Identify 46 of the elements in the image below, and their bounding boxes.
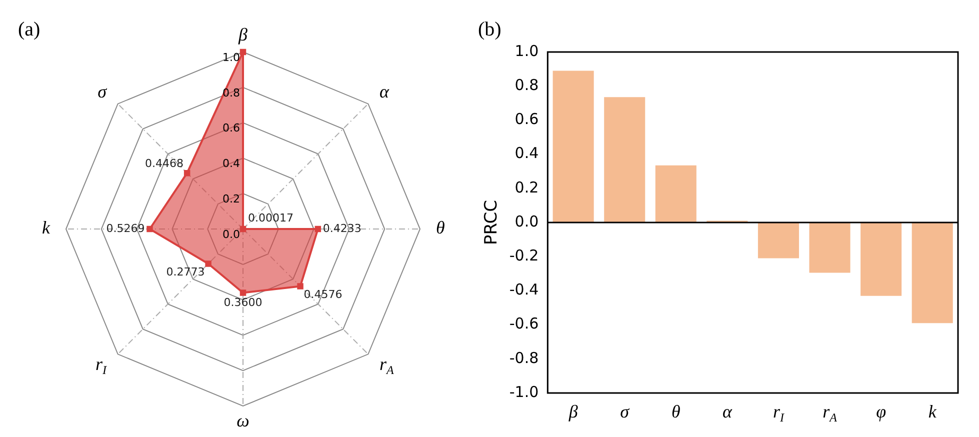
bar	[912, 222, 953, 324]
data-label: 0.5269	[106, 222, 145, 235]
y-tick-label: 0.4	[222, 157, 240, 170]
y-tick-label: -1.0	[509, 382, 539, 401]
data-label: 0.4576	[304, 288, 342, 302]
y-tick-label: 0.6	[222, 122, 240, 135]
y-tick-label: -0.2	[509, 246, 539, 264]
spoke-label: ω	[236, 410, 250, 431]
x-tick-label: θ	[671, 402, 680, 422]
data-label: 0.2773	[166, 266, 205, 279]
y-axis-title: PRCC	[482, 200, 502, 245]
data-label: 0.3600	[224, 296, 262, 310]
y-tick-label: 1.0	[514, 42, 539, 60]
y-tick-label: -0.4	[509, 280, 539, 299]
bar	[604, 97, 646, 222]
y-tick-label: 0.0	[514, 212, 539, 230]
bar	[655, 165, 696, 222]
chart-title: (a)	[18, 18, 40, 40]
spoke-label: θ	[436, 218, 445, 238]
bar	[758, 222, 799, 258]
y-tick-label: 0.2	[222, 192, 240, 206]
chart-title: (b)	[478, 18, 502, 40]
bar	[552, 70, 594, 222]
spoke-label: σ	[98, 81, 108, 102]
bar	[860, 222, 902, 296]
y-tick-label: 0.0	[222, 228, 240, 241]
spoke-label: β	[238, 24, 248, 45]
y-tick-label: 0.4	[514, 144, 539, 162]
y-tick-label: -0.6	[509, 314, 539, 333]
x-tick-label: k	[928, 402, 938, 422]
bar	[809, 222, 850, 273]
x-tick-label: β	[568, 402, 578, 422]
y-tick-label: -0.8	[509, 348, 539, 367]
y-tick-label: 1.0	[222, 50, 240, 64]
spoke-label: α	[379, 81, 390, 102]
y-tick-label: 0.2	[514, 178, 539, 196]
y-tick-label: 0.6	[514, 110, 539, 128]
spoke-label: k	[42, 218, 52, 238]
x-tick-label: σ	[620, 402, 630, 422]
x-tick-label: φ	[876, 402, 886, 422]
y-tick-label: 0.8	[514, 76, 539, 94]
y-tick-label: 0.8	[222, 86, 240, 100]
data-label: 0.4233	[322, 222, 362, 235]
data-label: 0.4468	[145, 156, 184, 170]
data-label: 0.00017	[248, 211, 294, 224]
x-tick-label: α	[722, 402, 732, 422]
